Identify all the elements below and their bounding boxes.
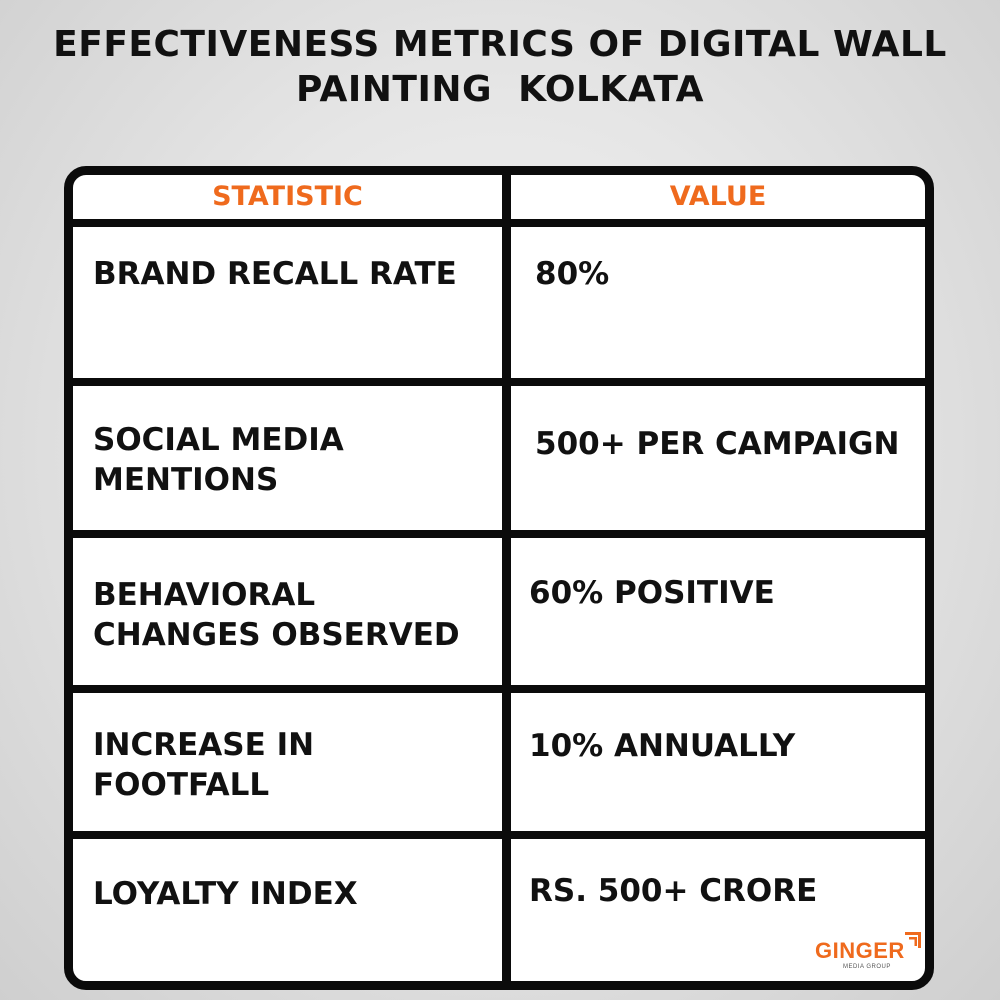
row-divider (73, 378, 925, 386)
header-value: VALUE (669, 181, 767, 212)
bars-icon (905, 932, 921, 948)
row-4-statistic-line-2: FOOTFALL (93, 767, 270, 803)
title-line-1: EFFECTIVENESS METRICS OF DIGITAL WALL (53, 24, 947, 65)
row-4-statistic-line-1: INCREASE IN (93, 727, 315, 763)
row-5-statistic-line-1: LOYALTY INDEX (93, 876, 358, 912)
row-3-statistic: BEHAVIORAL CHANGES OBSERVED (93, 575, 460, 655)
row-divider (73, 219, 925, 227)
row-3-statistic-line-2: CHANGES OBSERVED (93, 617, 460, 653)
row-2-statistic-line-2: MENTIONS (93, 462, 279, 498)
header-statistic: STATISTIC (212, 181, 363, 212)
row-1-value: 80% (535, 256, 610, 292)
row-divider (73, 685, 925, 693)
row-5-statistic: LOYALTY INDEX (93, 874, 358, 914)
row-1-statistic: BRAND RECALL RATE (93, 254, 457, 294)
logo-name: GINGER (815, 938, 905, 963)
row-3-value: 60% POSITIVE (529, 575, 775, 611)
row-2-statistic-line-1: SOCIAL MEDIA (93, 422, 344, 458)
row-4-statistic: INCREASE IN FOOTFALL (93, 725, 314, 805)
row-2-statistic: SOCIAL MEDIA MENTIONS (93, 420, 344, 500)
row-5-value: RS. 500+ CRORE (529, 873, 818, 909)
row-divider (73, 831, 925, 839)
row-1-statistic-line-1: BRAND RECALL RATE (93, 256, 457, 292)
row-4-value: 10% ANNUALLY (529, 728, 796, 764)
row-3-statistic-line-1: BEHAVIORAL (93, 577, 316, 613)
row-2-value: 500+ PER CAMPAIGN (535, 426, 900, 462)
metrics-table: STATISTIC VALUE BRAND RECALL RATE 80% SO… (64, 166, 934, 990)
row-divider (73, 530, 925, 538)
page-title: EFFECTIVENESS METRICS OF DIGITAL WALL PA… (0, 22, 1000, 112)
column-divider (502, 175, 511, 981)
title-line-2: PAINTING KOLKATA (295, 69, 705, 110)
ginger-logo: GINGER MEDIA GROUP (815, 930, 925, 978)
logo-tagline: MEDIA GROUP (843, 964, 891, 970)
